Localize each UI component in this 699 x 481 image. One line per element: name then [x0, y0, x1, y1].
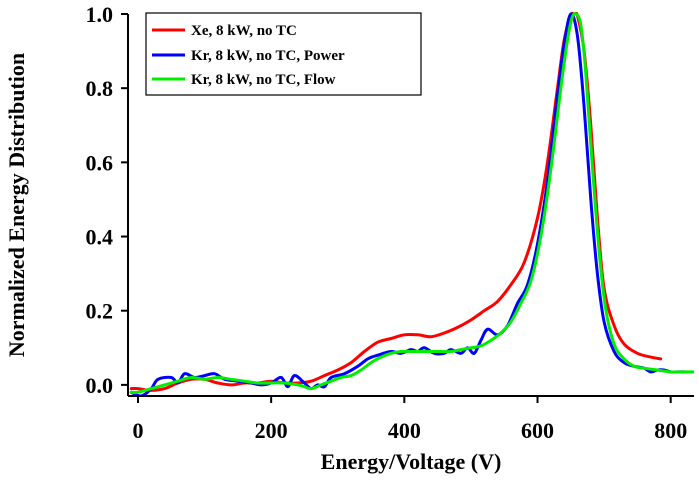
- legend-box: [145, 12, 422, 96]
- legend: Xe, 8 kW, no TC Kr, 8 kW, no TC, Power K…: [145, 12, 422, 96]
- x-tick-label: 600: [521, 418, 554, 443]
- y-axis-title: Normalized Energy Distribution: [4, 53, 29, 357]
- y-tick-label: 0.6: [86, 150, 114, 175]
- series-line-kr-flow: [129, 12, 694, 395]
- legend-label-kr-flow: Kr, 8 kW, no TC, Flow: [191, 72, 336, 88]
- y-tick-label: 0.4: [86, 225, 114, 250]
- legend-label-xe: Xe, 8 kW, no TC: [191, 23, 297, 39]
- y-tick-label: 1.0: [86, 2, 114, 27]
- x-tick-label: 400: [388, 418, 421, 443]
- y-tick-label: 0.2: [86, 299, 114, 324]
- legend-label-kr-power: Kr, 8 kW, no TC, Power: [191, 48, 345, 64]
- y-tick-label: 0.8: [86, 76, 114, 101]
- ticks: 0 200 400 600 800 0.0 0.2 0.4 0.6 0.8 1.0: [86, 2, 688, 443]
- x-axis-title: Energy/Voltage (V): [321, 449, 502, 474]
- series-layer: [129, 12, 694, 396]
- x-tick-label: 800: [654, 418, 687, 443]
- axes: [127, 14, 694, 397]
- y-tick-label: 0.0: [86, 373, 114, 398]
- x-tick-label: 200: [255, 418, 288, 443]
- x-tick-label: 0: [132, 418, 143, 443]
